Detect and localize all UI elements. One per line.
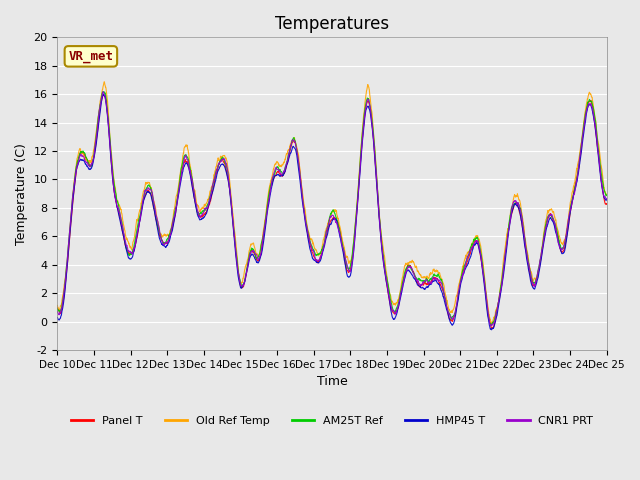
HMP45 T (603, 196, 611, 202)
Old Ref Temp (54, 302, 61, 308)
Old Ref Temp (492, 307, 500, 312)
CNR1 PRT (487, 323, 495, 329)
Line: AM25T Ref: AM25T Ref (58, 92, 607, 325)
CNR1 PRT (54, 309, 61, 314)
AM25T Ref (207, 191, 214, 196)
HMP45 T (555, 241, 563, 247)
Panel T (348, 256, 356, 262)
Line: Panel T: Panel T (58, 95, 607, 328)
CNR1 PRT (570, 192, 578, 197)
AM25T Ref (603, 192, 611, 198)
CNR1 PRT (360, 118, 368, 124)
Panel T (360, 120, 368, 125)
Panel T (555, 237, 563, 243)
Legend: Panel T, Old Ref Temp, AM25T Ref, HMP45 T, CNR1 PRT: Panel T, Old Ref Temp, AM25T Ref, HMP45 … (67, 412, 598, 431)
Line: Old Ref Temp: Old Ref Temp (58, 82, 607, 324)
HMP45 T (570, 191, 578, 197)
Panel T (99, 92, 107, 97)
Panel T (603, 201, 611, 207)
AM25T Ref (555, 236, 563, 242)
Y-axis label: Temperature (C): Temperature (C) (15, 143, 28, 245)
Panel T (488, 325, 496, 331)
HMP45 T (360, 121, 368, 127)
Old Ref Temp (360, 111, 368, 117)
Text: VR_met: VR_met (68, 50, 113, 63)
AM25T Ref (492, 311, 500, 317)
Title: Temperatures: Temperatures (275, 15, 389, 33)
Old Ref Temp (100, 79, 108, 84)
Line: CNR1 PRT: CNR1 PRT (58, 92, 607, 326)
HMP45 T (488, 327, 495, 333)
HMP45 T (100, 91, 108, 97)
Line: HMP45 T: HMP45 T (58, 94, 607, 330)
AM25T Ref (488, 322, 495, 328)
Old Ref Temp (207, 188, 214, 194)
AM25T Ref (348, 254, 356, 260)
X-axis label: Time: Time (317, 375, 348, 388)
CNR1 PRT (492, 310, 500, 315)
AM25T Ref (100, 89, 108, 95)
CNR1 PRT (603, 196, 611, 202)
Old Ref Temp (348, 255, 356, 261)
AM25T Ref (360, 113, 368, 119)
CNR1 PRT (207, 192, 214, 197)
Old Ref Temp (488, 321, 495, 327)
Panel T (492, 313, 500, 319)
HMP45 T (207, 195, 214, 201)
Old Ref Temp (555, 231, 563, 237)
AM25T Ref (570, 191, 578, 196)
CNR1 PRT (99, 89, 107, 95)
HMP45 T (54, 315, 61, 321)
CNR1 PRT (555, 240, 563, 246)
HMP45 T (492, 316, 500, 322)
AM25T Ref (54, 306, 61, 312)
Old Ref Temp (570, 183, 578, 189)
Old Ref Temp (603, 192, 611, 197)
Panel T (570, 188, 578, 194)
HMP45 T (348, 263, 356, 269)
CNR1 PRT (348, 259, 356, 265)
Panel T (207, 197, 214, 203)
Panel T (54, 305, 61, 311)
